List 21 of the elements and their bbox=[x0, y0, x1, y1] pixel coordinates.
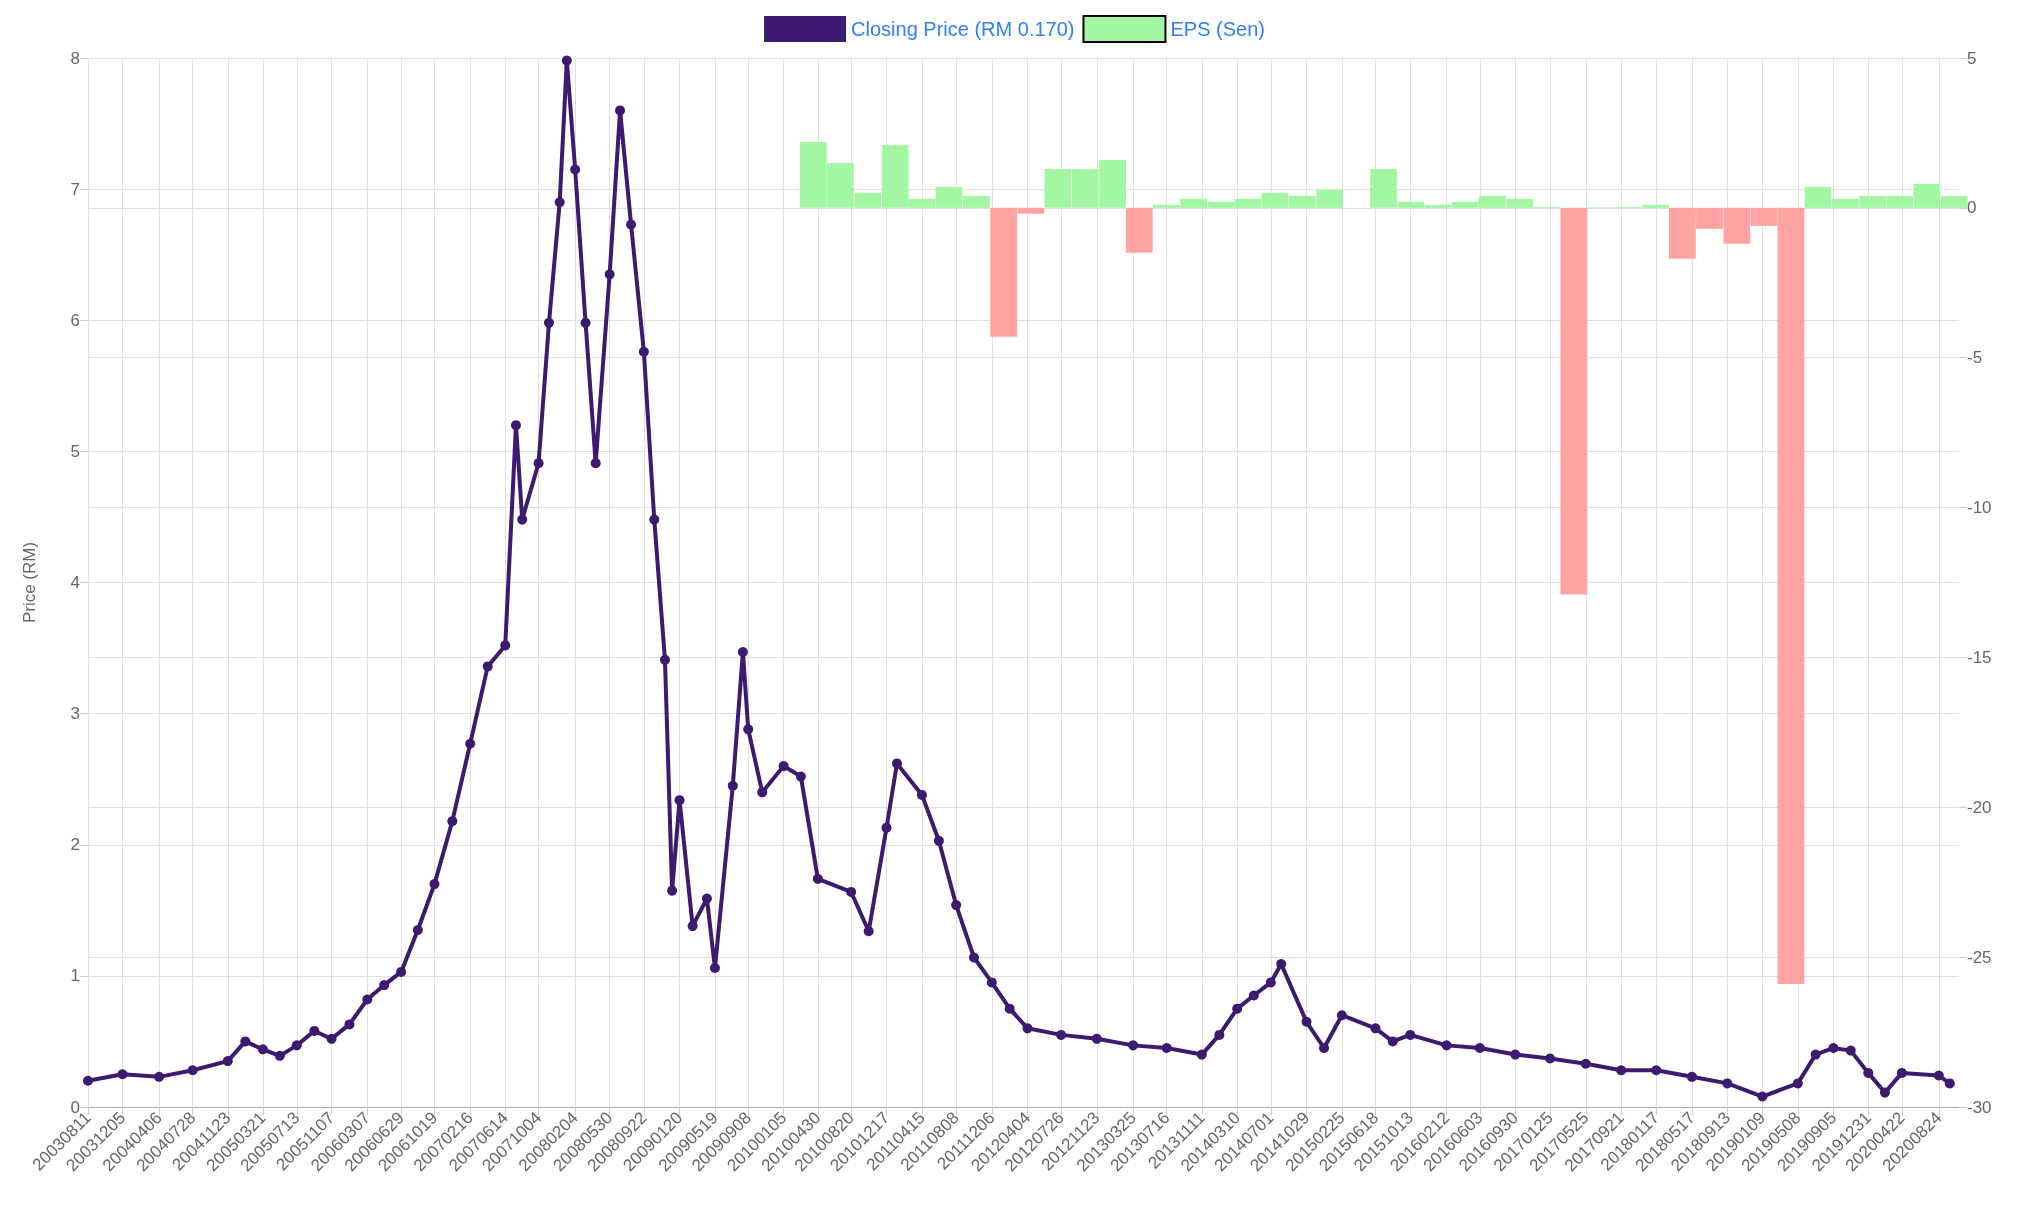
y-tick-label: 3 bbox=[70, 704, 80, 724]
legend-label: EPS (Sen) bbox=[1170, 18, 1265, 40]
y2-tick-label: -5 bbox=[1967, 348, 1983, 368]
y2-tick-label: -25 bbox=[1967, 947, 1992, 967]
y-tick-label: 5 bbox=[70, 441, 80, 461]
y2-tick-label: 0 bbox=[1967, 198, 1977, 218]
y2-tick-label: 5 bbox=[1967, 48, 1977, 68]
y-tick-label: 4 bbox=[70, 573, 80, 592]
y2-tick-label: -30 bbox=[1967, 1097, 1992, 1117]
bar bbox=[1125, 207, 1153, 253]
y-tick-label: 2 bbox=[70, 835, 80, 855]
y2-tick-label: -15 bbox=[1967, 647, 1992, 667]
y-axis-title: Price (RM) bbox=[20, 541, 39, 624]
y-tick-label: 7 bbox=[70, 179, 80, 199]
y-tick-label: 6 bbox=[70, 310, 80, 330]
y2-tick-label: -10 bbox=[1967, 498, 1992, 518]
y-tick-label: 1 bbox=[70, 966, 80, 986]
y2-tick-label: -20 bbox=[1967, 797, 1992, 817]
y-tick-label: 8 bbox=[70, 48, 80, 68]
legend-label: Closing Price (RM 0.170) bbox=[851, 18, 1075, 40]
bar bbox=[1560, 207, 1588, 595]
